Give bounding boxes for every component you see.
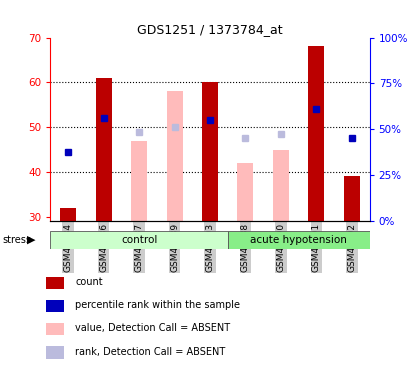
Text: count: count	[75, 277, 103, 286]
Text: value, Detection Call = ABSENT: value, Detection Call = ABSENT	[75, 323, 231, 333]
Text: ▶: ▶	[27, 235, 36, 245]
Title: GDS1251 / 1373784_at: GDS1251 / 1373784_at	[137, 23, 283, 36]
Bar	[46, 323, 64, 335]
Bar	[50, 231, 228, 249]
Bar	[46, 346, 64, 358]
Bar	[308, 46, 324, 221]
Bar	[60, 208, 76, 221]
Text: percentile rank within the sample: percentile rank within the sample	[75, 300, 240, 310]
Bar	[131, 141, 147, 221]
Bar	[46, 300, 64, 312]
Bar	[167, 91, 183, 221]
Text: stress: stress	[2, 235, 31, 245]
Bar	[273, 150, 289, 221]
Bar	[96, 78, 112, 221]
Text: acute hypotension: acute hypotension	[250, 236, 347, 245]
Bar	[46, 277, 64, 289]
Bar	[228, 231, 370, 249]
Bar	[237, 163, 253, 221]
Bar	[202, 82, 218, 221]
Text: control: control	[121, 236, 157, 245]
Bar	[344, 176, 360, 221]
Text: rank, Detection Call = ABSENT: rank, Detection Call = ABSENT	[75, 346, 226, 357]
